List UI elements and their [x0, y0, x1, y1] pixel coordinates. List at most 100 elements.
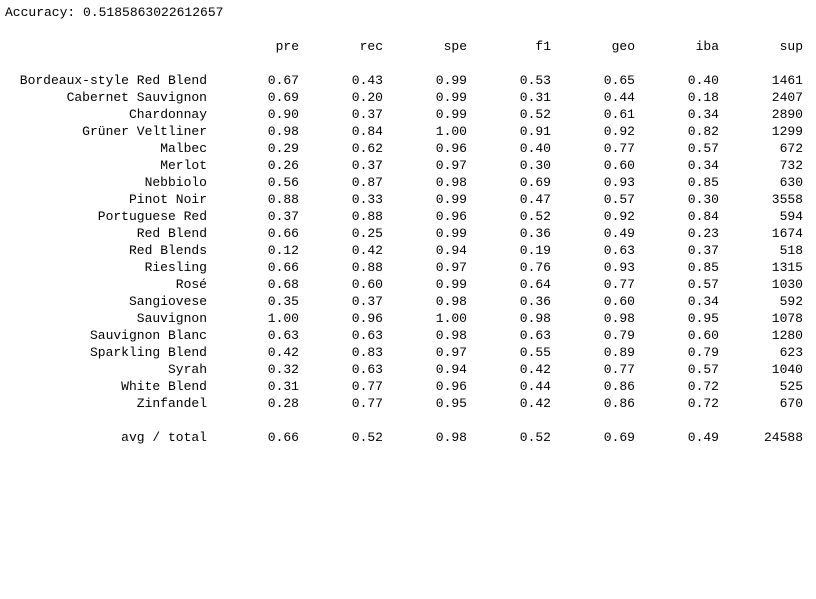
cell-sup: 1299 — [771, 124, 803, 139]
cell-sup: 630 — [779, 175, 803, 190]
cell-pre: 0.68 — [267, 277, 299, 292]
row-label: Sauvignon — [136, 311, 207, 326]
table-row: Pinot Noir 0.88 0.33 0.99 0.47 0.57 0.30 3558 — [5, 191, 811, 208]
row-label: Sparkling Blend — [89, 345, 207, 360]
row-label: Malbec — [160, 141, 207, 156]
cell-pre: 0.66 — [267, 260, 299, 275]
cell-iba: 0.85 — [687, 260, 719, 275]
table-row: Red Blend 0.66 0.25 0.99 0.36 0.49 0.23 1674 — [5, 225, 811, 242]
cell-pre: 0.29 — [267, 141, 299, 156]
cell-geo: 0.77 — [603, 141, 635, 156]
cell-geo: 0.86 — [603, 379, 635, 394]
cell-sup: 672 — [779, 141, 803, 156]
cell-geo: 0.92 — [603, 209, 635, 224]
cell-pre: 0.69 — [267, 90, 299, 105]
table-row: Zinfandel 0.28 0.77 0.95 0.42 0.86 0.72 670 — [5, 395, 811, 412]
table-row: Bordeaux-style Red Blend 0.67 0.43 0.99 0.53… — [5, 72, 811, 89]
cell-f1: 0.44 — [519, 379, 551, 394]
cell-geo: 0.49 — [603, 226, 635, 241]
row-label: Syrah — [167, 362, 207, 377]
cell-f1: 0.64 — [519, 277, 551, 292]
table-row: Malbec 0.29 0.62 0.96 0.40 0.77 0.57 672 — [5, 140, 811, 157]
cell-rec: 0.20 — [351, 90, 383, 105]
cell-f1: 0.52 — [519, 107, 551, 122]
cell-sup: 1040 — [771, 362, 803, 377]
row-label: Grüner Veltliner — [82, 124, 207, 139]
cell-geo: 0.69 — [603, 430, 635, 445]
cell-iba: 0.18 — [687, 90, 719, 105]
classification-report: Accuracy: 0.5185863022612657 pre rec spe… — [5, 4, 811, 446]
report-rows: Bordeaux-style Red Blend 0.67 0.43 0.99 0.53… — [5, 72, 811, 412]
cell-f1: 0.31 — [519, 90, 551, 105]
header-geo: geo — [611, 39, 635, 54]
cell-f1: 0.36 — [519, 294, 551, 309]
cell-spe: 0.96 — [435, 141, 467, 156]
row-label: Rosé — [175, 277, 207, 292]
cell-f1: 0.47 — [519, 192, 551, 207]
table-row: Syrah 0.32 0.63 0.94 0.42 0.77 0.57 1040 — [5, 361, 811, 378]
cell-sup: 732 — [779, 158, 803, 173]
cell-geo: 0.86 — [603, 396, 635, 411]
total-row: avg / total 0.66 0.52 0.98 0.52 0.69 0.4… — [5, 429, 811, 446]
cell-pre: 0.42 — [267, 345, 299, 360]
cell-rec: 0.77 — [351, 396, 383, 411]
cell-f1: 0.98 — [519, 311, 551, 326]
cell-f1: 0.19 — [519, 243, 551, 258]
cell-pre: 0.66 — [267, 430, 299, 445]
cell-geo: 0.92 — [603, 124, 635, 139]
cell-pre: 0.26 — [267, 158, 299, 173]
cell-iba: 0.85 — [687, 175, 719, 190]
cell-f1: 0.52 — [519, 430, 551, 445]
cell-sup: 1078 — [771, 311, 803, 326]
cell-iba: 0.37 — [687, 243, 719, 258]
cell-sup: 592 — [779, 294, 803, 309]
cell-sup: 1461 — [771, 73, 803, 88]
cell-f1: 0.76 — [519, 260, 551, 275]
cell-rec: 0.42 — [351, 243, 383, 258]
header-sup: sup — [779, 39, 803, 54]
header-iba: iba — [695, 39, 719, 54]
cell-f1: 0.36 — [519, 226, 551, 241]
cell-rec: 0.77 — [351, 379, 383, 394]
cell-geo: 0.98 — [603, 311, 635, 326]
cell-sup: 623 — [779, 345, 803, 360]
cell-iba: 0.57 — [687, 277, 719, 292]
cell-rec: 0.63 — [351, 328, 383, 343]
cell-sup: 1280 — [771, 328, 803, 343]
header-pre: pre — [275, 39, 299, 54]
cell-f1: 0.91 — [519, 124, 551, 139]
table-row: Sparkling Blend 0.42 0.83 0.97 0.55 0.89 0.79 6… — [5, 344, 811, 361]
cell-iba: 0.57 — [687, 141, 719, 156]
row-label: avg / total — [121, 430, 207, 445]
cell-rec: 0.52 — [351, 430, 383, 445]
cell-pre: 0.31 — [267, 379, 299, 394]
row-label: Chardonnay — [128, 107, 207, 122]
cell-pre: 0.63 — [267, 328, 299, 343]
table-row: Red Blends 0.12 0.42 0.94 0.19 0.63 0.37 518 — [5, 242, 811, 259]
cell-iba: 0.23 — [687, 226, 719, 241]
cell-pre: 0.37 — [267, 209, 299, 224]
cell-spe: 0.94 — [435, 243, 467, 258]
cell-pre: 0.32 — [267, 362, 299, 377]
table-row: Nebbiolo 0.56 0.87 0.98 0.69 0.93 0.85 630 — [5, 174, 811, 191]
cell-geo: 0.61 — [603, 107, 635, 122]
cell-geo: 0.44 — [603, 90, 635, 105]
cell-sup: 525 — [779, 379, 803, 394]
header-spe: spe — [443, 39, 467, 54]
cell-geo: 0.77 — [603, 277, 635, 292]
cell-rec: 0.63 — [351, 362, 383, 377]
cell-sup: 670 — [779, 396, 803, 411]
cell-geo: 0.60 — [603, 294, 635, 309]
row-label: Cabernet Sauvignon — [66, 90, 207, 105]
blank-line — [5, 55, 811, 72]
table-row: Sangiovese 0.35 0.37 0.98 0.36 0.60 0.34 592 — [5, 293, 811, 310]
table-row: Sauvignon Blanc 0.63 0.63 0.98 0.63 0.79 0.60 1… — [5, 327, 811, 344]
cell-f1: 0.53 — [519, 73, 551, 88]
cell-pre: 0.35 — [267, 294, 299, 309]
cell-f1: 0.40 — [519, 141, 551, 156]
row-label: Portuguese Red — [97, 209, 207, 224]
cell-f1: 0.42 — [519, 396, 551, 411]
cell-spe: 0.98 — [435, 294, 467, 309]
cell-sup: 2890 — [771, 107, 803, 122]
cell-rec: 0.33 — [351, 192, 383, 207]
